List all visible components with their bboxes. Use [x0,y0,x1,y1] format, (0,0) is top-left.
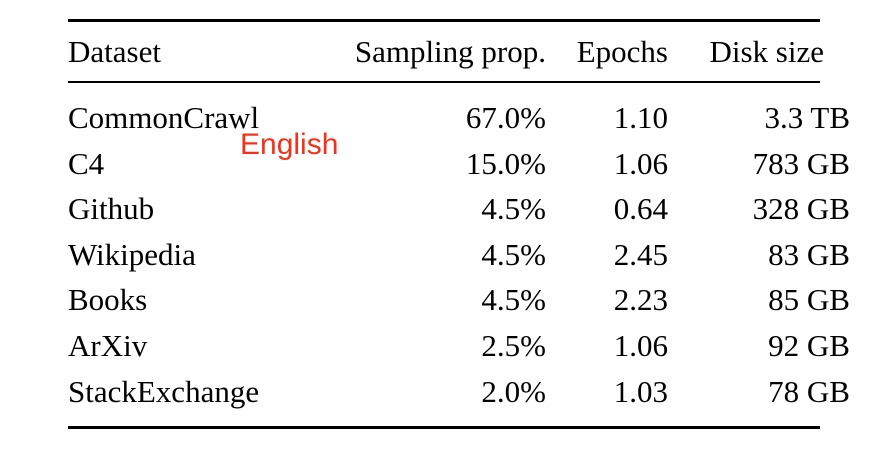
cell-epochs: 1.03 [613,373,668,409]
table-row: StackExchange 2.0% 1.03 78 GB [68,369,850,415]
cell-sampling: 4.5% [481,191,546,227]
cell-dataset: ArXiv [68,327,148,363]
cell-sampling: 2.5% [481,327,546,363]
cell-disk: 83 GB [768,236,850,272]
table-mid-rule [68,81,820,83]
cell-disk: 78 GB [768,373,850,409]
cell-epochs: 1.10 [613,100,668,135]
column-header-sampling: Sampling prop. [354,34,546,69]
header-row: Dataset Sampling prop. Epochs Disk size [68,31,824,73]
column-header-epochs: Epochs [576,34,668,69]
cell-sampling: 67.0% [465,100,546,135]
cell-epochs: 1.06 [613,145,668,181]
cell-disk: 92 GB [768,327,850,363]
table-top-rule [68,19,820,22]
pretraining-data-body: CommonCrawl 67.0% 1.10 3.3 TB C4 15.0% 1… [68,95,850,414]
cell-sampling: 2.0% [481,373,546,409]
table-row: Books 4.5% 2.23 85 GB [68,277,850,323]
cell-dataset: CommonCrawl [68,100,260,135]
cell-epochs: 2.23 [613,282,668,318]
cell-disk: 85 GB [768,282,850,318]
table-row: ArXiv 2.5% 1.06 92 GB [68,323,850,369]
spacer-below-top-rule [68,22,820,31]
spacer-below-mid-rule [68,83,820,95]
column-header-disk: Disk size [709,34,824,69]
pretraining-data-table: Dataset Sampling prop. Epochs Disk size [68,31,824,73]
table-row: Wikipedia 4.5% 2.45 83 GB [68,232,850,278]
table-header: Dataset Sampling prop. Epochs Disk size [68,31,824,73]
cell-dataset: Books [68,282,148,318]
cell-sampling: 15.0% [465,145,546,181]
cell-sampling: 4.5% [481,236,546,272]
spacer-above-bottom-rule [68,414,820,426]
table-bottom-rule [68,426,820,430]
cell-epochs: 1.06 [613,327,668,363]
table-container: Dataset Sampling prop. Epochs Disk size … [68,19,850,430]
table-body: CommonCrawl 67.0% 1.10 3.3 TB C4 15.0% 1… [68,95,850,414]
cell-disk: 328 GB [752,191,850,227]
annotation-english: English [240,128,339,161]
column-header-dataset: Dataset [68,34,161,69]
table-row: C4 15.0% 1.06 783 GB [68,141,850,187]
cell-sampling: 4.5% [481,282,546,318]
table-row: CommonCrawl 67.0% 1.10 3.3 TB [68,95,850,141]
cell-disk: 3.3 TB [764,100,850,135]
cell-dataset: Github [68,191,155,227]
spacer-above-mid-rule [68,73,820,81]
cell-dataset: StackExchange [68,373,260,409]
cell-epochs: 2.45 [613,236,668,272]
table-row: Github 4.5% 0.64 328 GB [68,186,850,232]
cell-dataset: Wikipedia [68,236,196,272]
cell-epochs: 0.64 [613,191,668,227]
cell-disk: 783 GB [752,145,850,181]
cell-dataset: C4 [68,145,105,181]
